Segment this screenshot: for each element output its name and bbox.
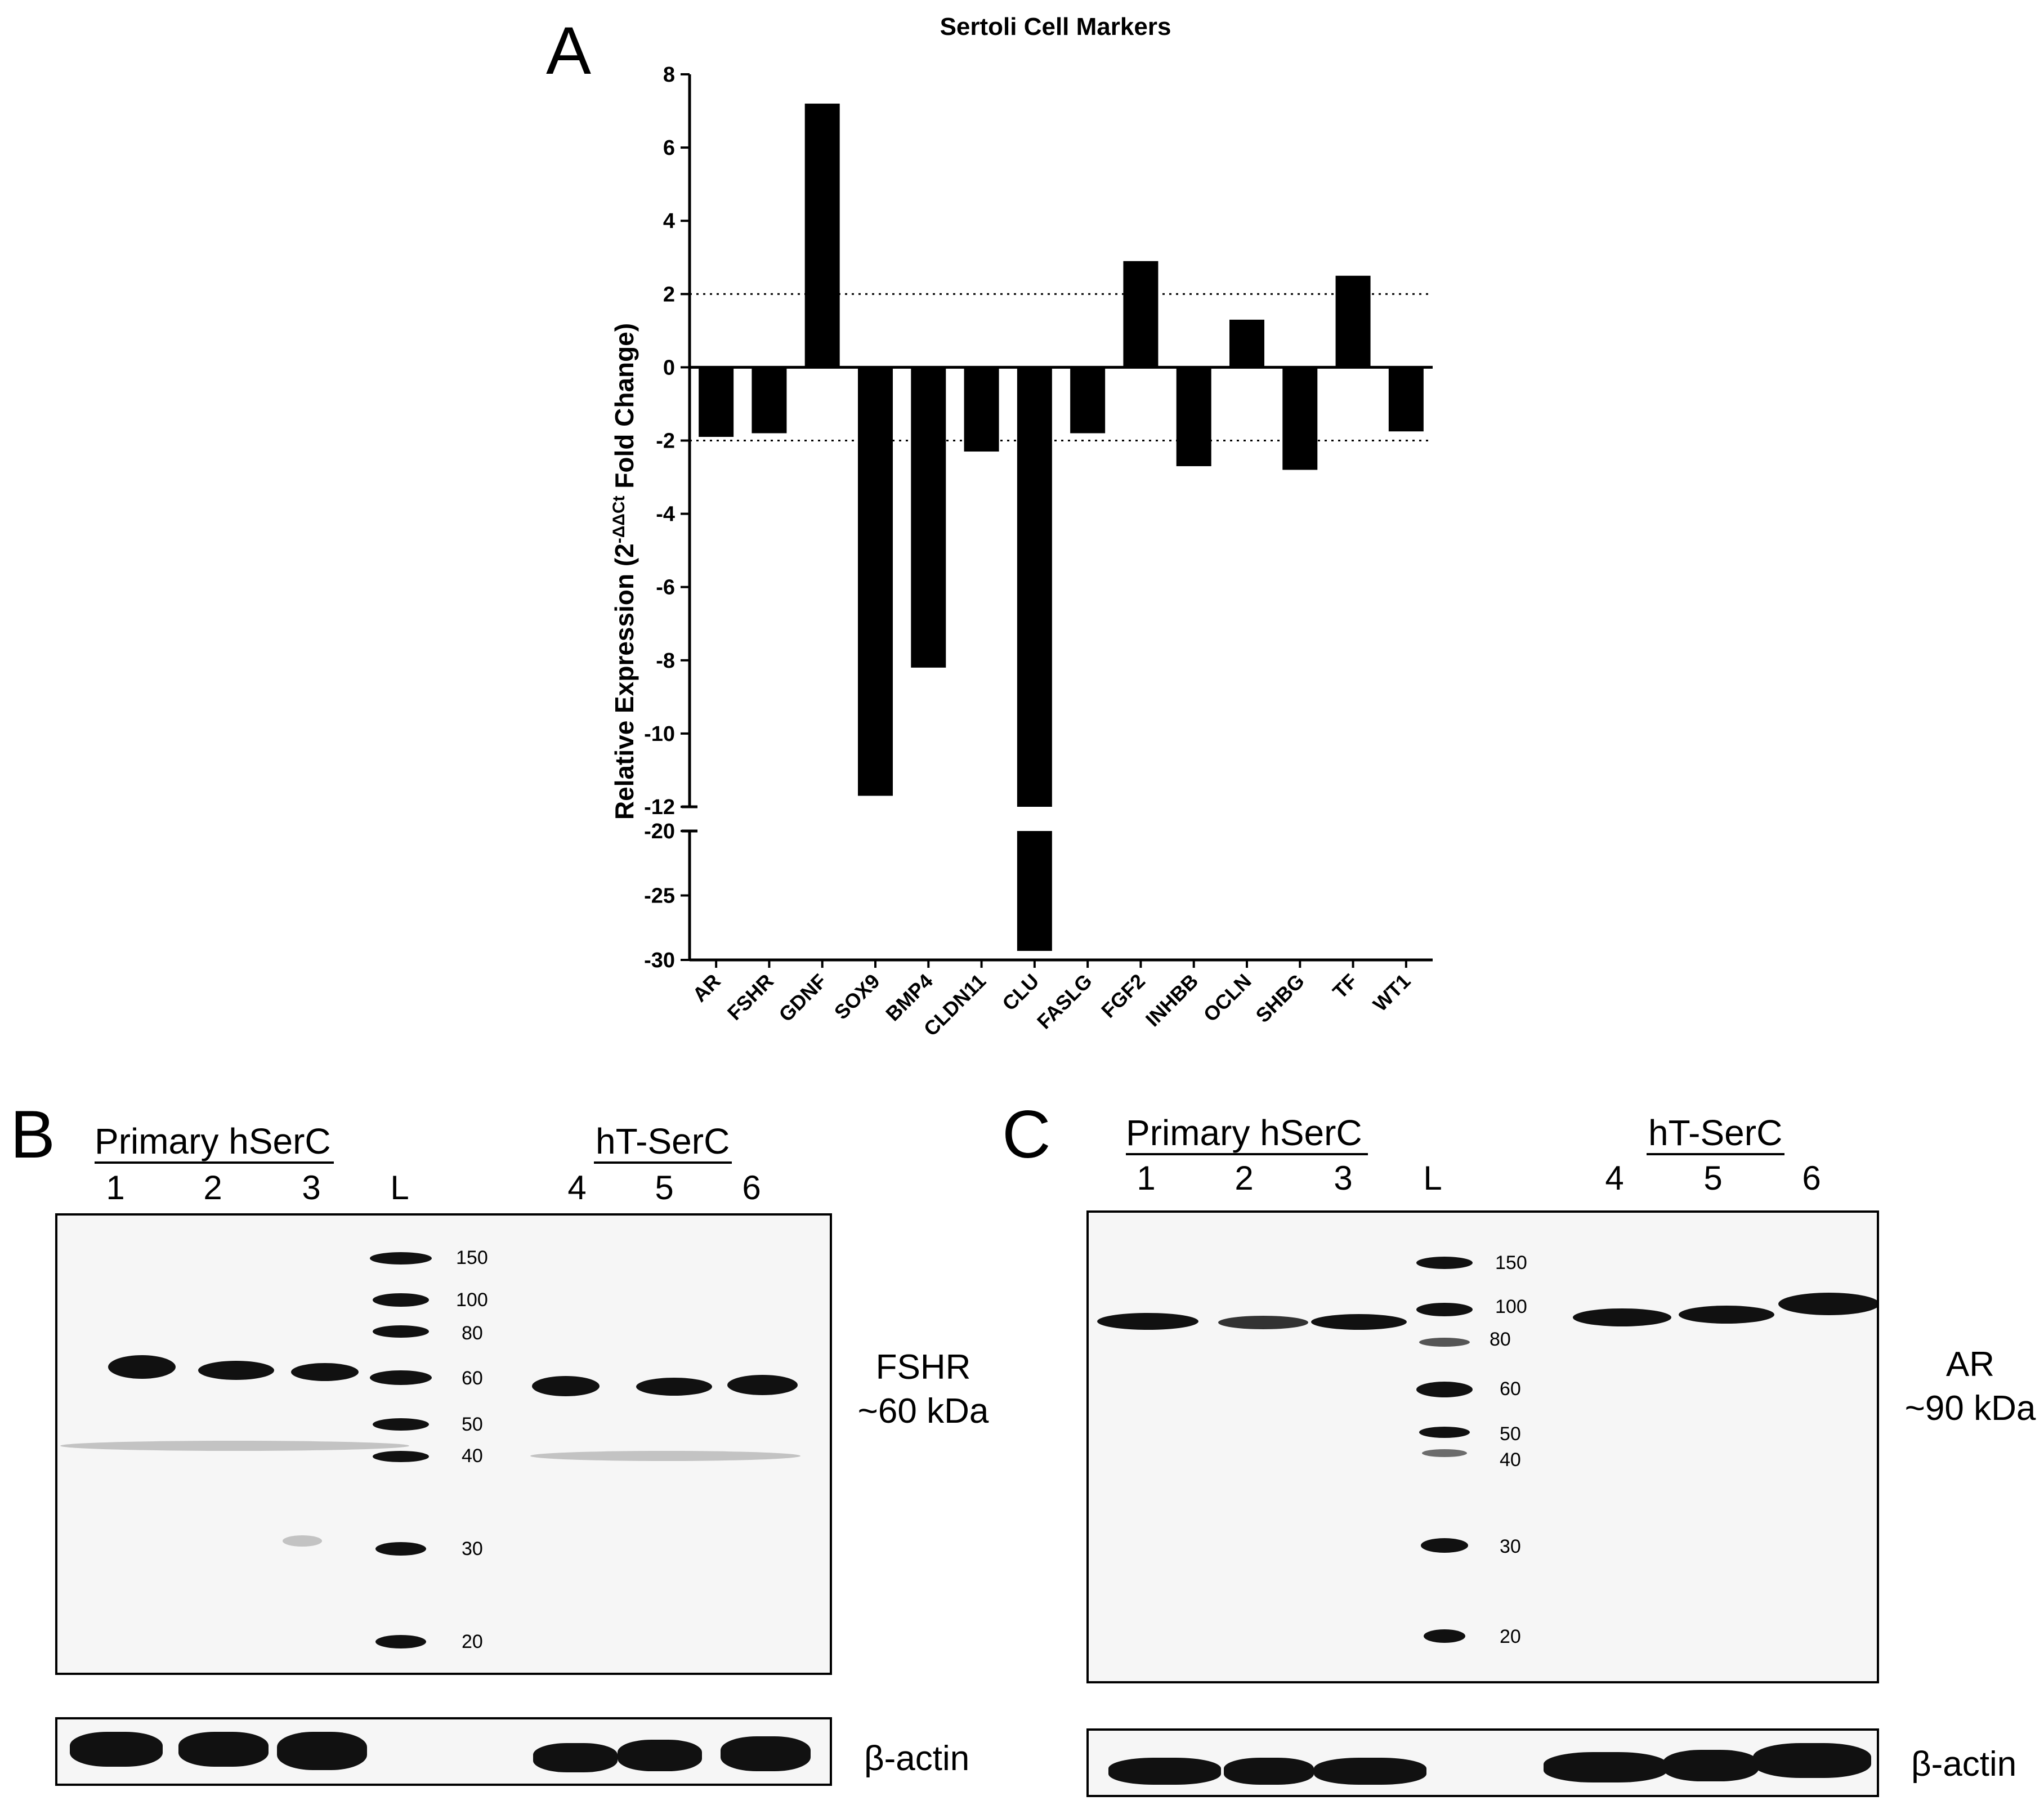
category-label-sox9: SOX9 (830, 969, 884, 1024)
panel-b-lane-5: 5 (655, 1169, 674, 1207)
y-tick-label: 8 (663, 63, 675, 87)
y-tick-label: 0 (663, 356, 675, 379)
bar-fshr (752, 367, 787, 434)
panel-b-lane-l: L (390, 1169, 409, 1207)
panel-c-ladder-60: 60 (1500, 1378, 1521, 1400)
panel-b-ladder-150: 150 (456, 1247, 488, 1268)
panel-c-lane-5: 5 (1703, 1159, 1723, 1197)
panel-b-group-ht-underline (594, 1161, 732, 1164)
category-label-ar: AR (688, 969, 725, 1007)
y-tick-label: 6 (663, 136, 675, 160)
y-tick-label: -8 (656, 649, 675, 673)
panel-b-ladder-100: 100 (456, 1289, 488, 1311)
y-tick-label: 4 (663, 209, 675, 233)
category-label-tf: TF (1328, 969, 1362, 1003)
panel-c-group-primary: Primary hSerC (1126, 1113, 1362, 1153)
y-tick-label: 2 (663, 283, 675, 306)
panel-c-letter: C (1002, 1097, 1051, 1172)
panel-c-ladder-40: 40 (1500, 1449, 1521, 1471)
y-tick-label: -12 (644, 796, 675, 819)
y-tick-label: -30 (644, 949, 675, 972)
panel-b-ladder-80: 80 (462, 1323, 483, 1344)
category-label-shbg: SHBG (1251, 969, 1309, 1027)
category-label-fshr: FSHR (723, 969, 778, 1025)
y-tick-label: -4 (656, 503, 675, 526)
panel-c-target-size: ~90 kDa (1904, 1388, 2036, 1428)
category-label-clu: CLU (998, 969, 1043, 1015)
y-tick-label: -6 (656, 576, 675, 600)
chart-title: Sertoli Cell Markers (940, 13, 1171, 41)
panel-a-letter: A (546, 13, 592, 88)
bar-inhbb (1176, 367, 1211, 467)
panel-c-lane-l: L (1423, 1159, 1442, 1197)
panel-b-lane-2: 2 (203, 1169, 222, 1207)
panel-b-ladder-20: 20 (462, 1631, 483, 1652)
bar-faslg (1070, 367, 1106, 434)
panel-b-group-ht: hT-SerC (596, 1121, 730, 1161)
panel-b-ladder-60: 60 (462, 1368, 483, 1389)
panel-c-lane-4: 4 (1605, 1159, 1624, 1197)
bar-clu-lower (1017, 831, 1052, 951)
panel-b-lane-6: 6 (742, 1169, 761, 1207)
panel-b-actin-blot (55, 1717, 832, 1786)
panel-b-ladder-50: 50 (462, 1414, 483, 1435)
bar-gdnf (804, 104, 840, 368)
panel-b-lane-1: 1 (106, 1169, 125, 1207)
panel-c-lane-3: 3 (1334, 1159, 1353, 1197)
panel-b-loading-label: β-actin (864, 1739, 970, 1778)
panel-c-ladder-150: 150 (1495, 1252, 1527, 1274)
y-tick-label: -2 (656, 430, 675, 453)
category-label-ocln: OCLN (1199, 969, 1256, 1026)
panel-b-letter: B (10, 1097, 56, 1172)
panel-c-lane-6: 6 (1802, 1159, 1821, 1197)
category-label-wt1: WT1 (1368, 969, 1415, 1016)
panel-b-target-name: FSHR (875, 1348, 971, 1387)
bar-ocln (1229, 319, 1264, 368)
y-axis-label: Relative Expression (2-ΔΔCt Fold Change) (610, 323, 639, 820)
panel-c-ladder-100: 100 (1495, 1296, 1527, 1317)
category-label-gdnf: GDNF (774, 969, 831, 1026)
panel-b-lane-3: 3 (302, 1169, 321, 1207)
panel-c-lane-1: 1 (1137, 1159, 1156, 1197)
panel-b-ladder-30: 30 (462, 1538, 483, 1560)
panel-b-target-size: ~60 kDa (857, 1391, 989, 1431)
bar-fgf2 (1123, 261, 1159, 368)
panel-c-ladder-80: 80 (1490, 1329, 1511, 1350)
panel-c-loading-label: β-actin (1911, 1745, 2017, 1784)
y-tick-label: -10 (644, 722, 675, 746)
y-tick-label: -25 (644, 884, 675, 908)
panel-b-group-primary: Primary hSerC (95, 1121, 331, 1161)
panel-c-ladder-30: 30 (1500, 1536, 1521, 1557)
bar-wt1 (1388, 367, 1424, 432)
panel-b-fshr-blot: 150 100 80 60 50 40 30 20 (55, 1213, 832, 1675)
panel-b-target-label: FSHR ~60 kDa (856, 1346, 991, 1433)
panel-b-lane-4: 4 (567, 1169, 587, 1207)
category-label-inhbb: INHBB (1141, 969, 1203, 1031)
panel-a-bar-chart: Sertoli Cell Markers Relative Expression… (610, 13, 1433, 1040)
bar-sox9 (858, 367, 893, 796)
bar-ar (699, 367, 734, 437)
panel-c-target-label: AR ~90 kDa (1900, 1343, 2041, 1430)
panel-c-group-ht: hT-SerC (1648, 1113, 1783, 1153)
panel-b-group-primary-underline (95, 1161, 334, 1164)
bar-shbg (1282, 367, 1318, 470)
y-tick-label: -20 (644, 820, 675, 843)
panel-c-ar-blot: 150 100 80 60 50 40 30 20 (1086, 1210, 1879, 1683)
panel-c-ladder-20: 20 (1500, 1626, 1521, 1647)
bar-tf (1335, 275, 1371, 368)
bar-clu (1017, 367, 1052, 807)
category-label-faslg: FASLG (1032, 969, 1097, 1034)
panel-c-group-primary-underline (1126, 1153, 1368, 1155)
bar-cldn11 (964, 367, 999, 452)
panel-c-actin-blot (1086, 1728, 1879, 1797)
panel-c-target-name: AR (1945, 1345, 1995, 1384)
panel-c-ladder-50: 50 (1500, 1423, 1521, 1445)
panel-b-ladder-40: 40 (462, 1445, 483, 1467)
panel-c-group-ht-underline (1647, 1153, 1784, 1155)
bar-bmp4 (911, 367, 946, 668)
panel-c-lane-2: 2 (1235, 1159, 1254, 1197)
